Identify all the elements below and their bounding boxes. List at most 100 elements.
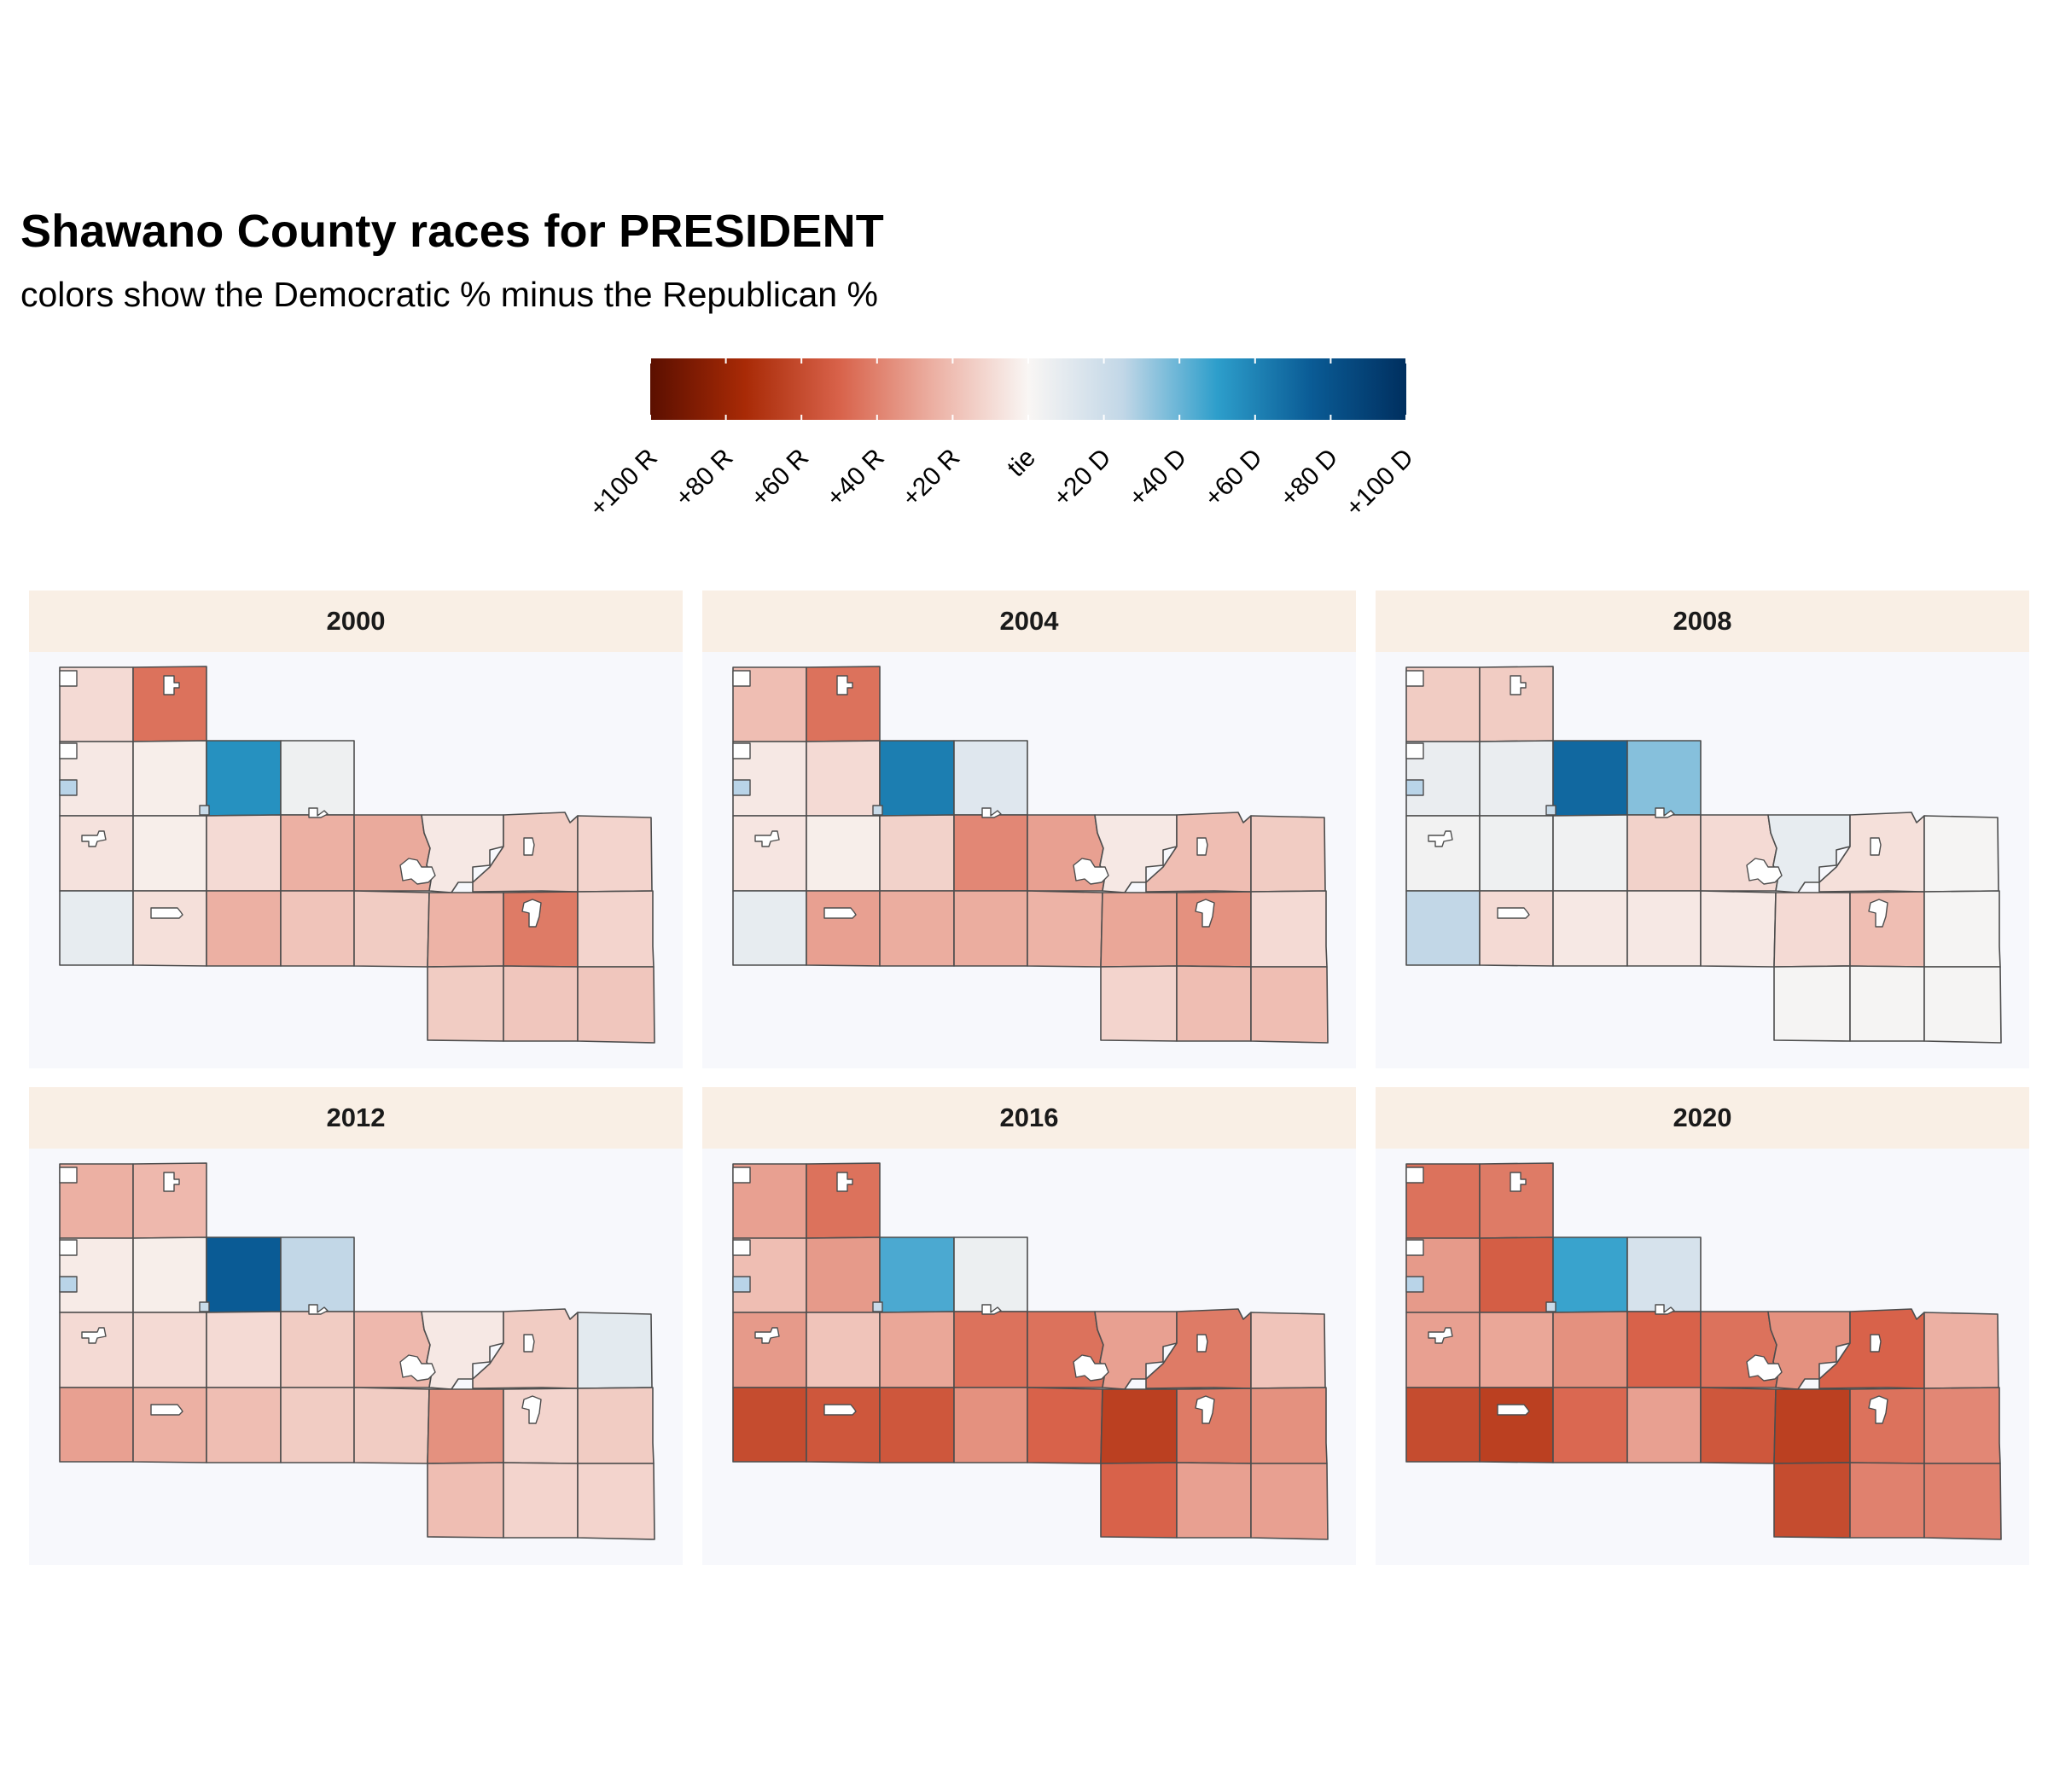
legend-tick-label: +60 D (1199, 444, 1268, 513)
township-cell (1250, 1463, 1329, 1540)
municipality-shape (1868, 899, 1888, 928)
township-cell (206, 740, 282, 817)
township-cell (206, 1236, 282, 1313)
legend-tick-label: +40 D (1124, 444, 1193, 513)
township-cell (1849, 1462, 1925, 1539)
township-cell (280, 814, 355, 892)
municipality-shape (163, 675, 180, 695)
municipality-shape (1545, 805, 1556, 816)
township-cell (1250, 890, 1328, 968)
county-map-2000 (59, 666, 655, 1044)
township-cell (1773, 965, 1851, 1042)
municipality-shape (732, 670, 751, 687)
township-cell (1552, 1387, 1628, 1463)
township-cell (806, 1312, 881, 1388)
township-cell (1250, 1387, 1328, 1464)
township-cell (280, 1236, 355, 1312)
municipality-shape (754, 830, 780, 847)
township-cell (1626, 1387, 1702, 1463)
township-cell (1176, 1462, 1252, 1539)
panel-label-2012: 2012 (29, 1087, 683, 1149)
township-cell (1773, 1388, 1851, 1464)
municipality-shape (1405, 1239, 1424, 1256)
township-cell (732, 1312, 807, 1388)
township-cell (132, 1236, 207, 1313)
municipality-shape (1195, 1395, 1215, 1424)
township-cell (206, 1387, 282, 1463)
municipality-shape (1405, 779, 1424, 796)
municipality-shape (81, 1327, 107, 1344)
township-cell (206, 814, 282, 892)
municipality-shape (59, 1239, 78, 1256)
township-cell (427, 892, 504, 968)
legend-tick-label: +100 D (1341, 444, 1419, 522)
map-panel-2008: 2008 (1376, 591, 2029, 1068)
township-cell (879, 740, 955, 817)
municipality-shape (1195, 899, 1215, 928)
township-cell (732, 815, 807, 892)
legend-colorbar (650, 358, 1406, 420)
municipality-shape (59, 1167, 78, 1184)
township-cell (280, 1387, 355, 1463)
township-cell (1250, 966, 1329, 1044)
legend-tick-label: +20 D (1048, 444, 1117, 513)
page-title: Shawano County races for PRESIDENT (20, 206, 884, 257)
map-panel-2000: 2000 (29, 591, 683, 1068)
township-cell (879, 814, 955, 892)
map-panel-2020: 2020 (1376, 1087, 2029, 1565)
county-map-2020 (1405, 1162, 2002, 1540)
municipality-shape (1746, 1354, 1783, 1382)
township-cell (1405, 815, 1481, 892)
municipality-shape (81, 830, 107, 847)
township-cell (1626, 740, 1702, 816)
township-cell (206, 1311, 282, 1388)
township-cell (59, 1387, 134, 1463)
map-panel-2016: 2016 (702, 1087, 1356, 1565)
municipality-shape (1655, 1304, 1675, 1315)
municipality-shape (1405, 1276, 1424, 1293)
municipality-shape (732, 1239, 751, 1256)
county-map-2012 (59, 1162, 655, 1540)
township-cell (1100, 1388, 1178, 1464)
township-cell (806, 1236, 881, 1313)
legend-tick-label: +40 R (821, 444, 890, 513)
municipality-shape (523, 1334, 535, 1353)
legend-tick-label: +80 R (670, 444, 739, 513)
township-cell (1552, 740, 1628, 817)
township-cell (806, 740, 881, 817)
township-cell (280, 1311, 355, 1388)
township-cell (1923, 966, 2002, 1044)
map-panel-2004: 2004 (702, 591, 1356, 1068)
municipality-shape (521, 899, 542, 928)
municipality-shape (1868, 1395, 1888, 1424)
municipality-shape (199, 805, 210, 816)
township-cell (59, 890, 134, 966)
township-cell (1479, 1387, 1554, 1463)
township-cell (1027, 890, 1103, 968)
township-cell (1626, 1236, 1702, 1312)
township-cell (59, 815, 134, 892)
township-cell (1923, 1387, 2001, 1464)
township-cell (503, 965, 579, 1042)
township-cell (953, 1311, 1028, 1388)
township-cell (879, 1236, 955, 1313)
township-cell (577, 1387, 655, 1464)
township-cell (879, 1311, 955, 1388)
municipality-shape (872, 805, 883, 816)
township-cell (1405, 1387, 1481, 1463)
township-cell (132, 815, 207, 892)
legend-tick-label: +100 R (585, 444, 663, 522)
township-cell (1479, 1236, 1554, 1313)
township-cell (1773, 892, 1851, 968)
municipality-shape (872, 1301, 883, 1312)
township-cell (503, 1462, 579, 1539)
township-cell (953, 740, 1028, 816)
township-cell (1479, 890, 1554, 967)
county-map-2016 (732, 1162, 1329, 1540)
township-cell (577, 966, 655, 1044)
township-cell (1027, 1387, 1103, 1464)
municipality-shape (59, 1276, 78, 1293)
municipality-shape (823, 1404, 857, 1416)
municipality-shape (1405, 742, 1424, 759)
municipality-shape (981, 807, 1002, 818)
